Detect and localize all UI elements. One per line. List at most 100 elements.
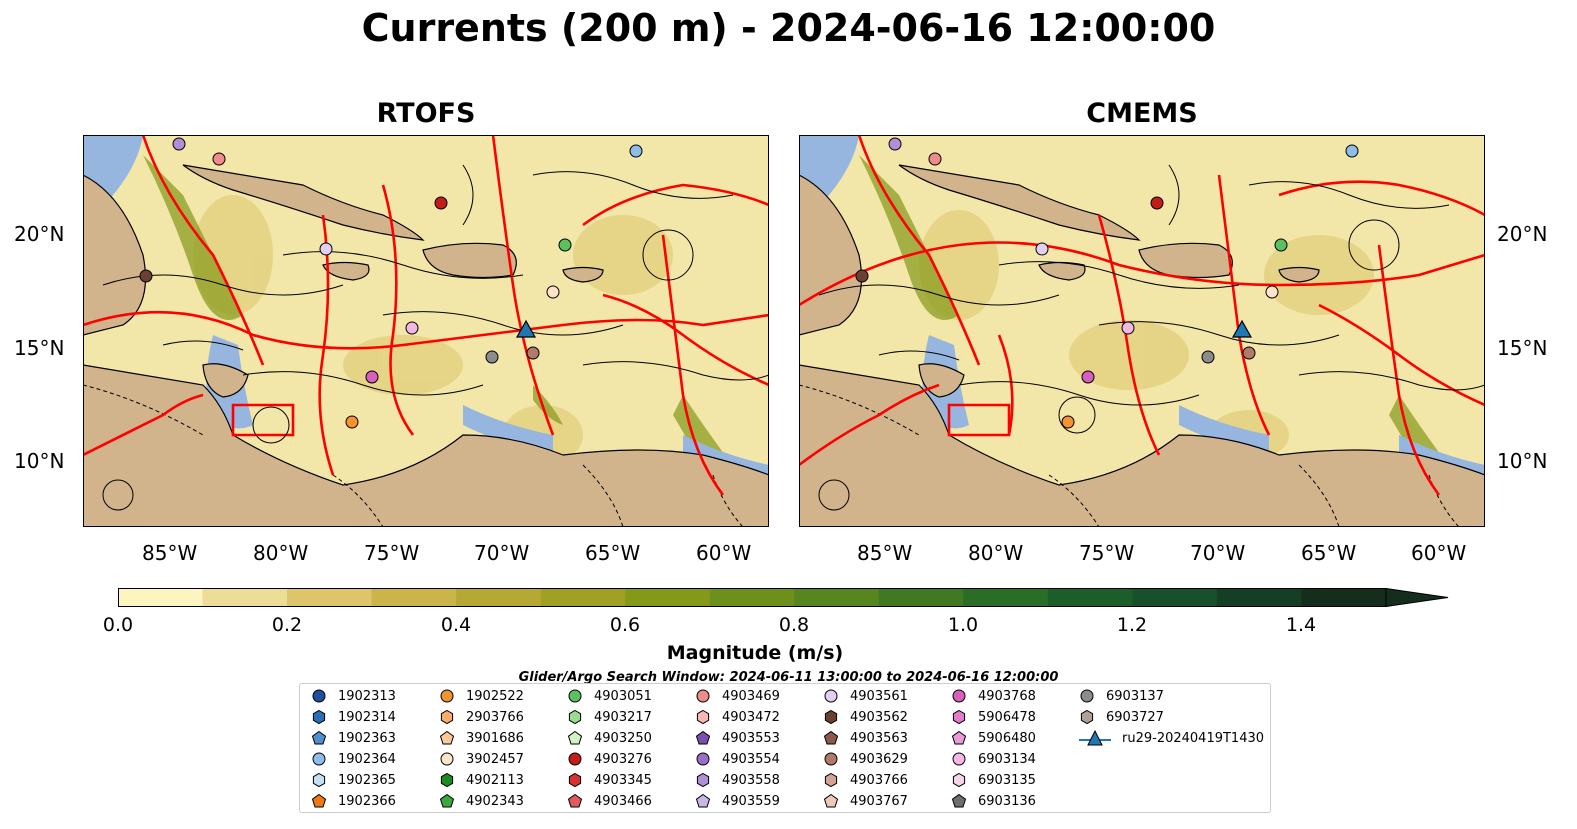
legend-item-label: 6903727 [1106, 709, 1164, 725]
legend-item-label: 4903217 [594, 709, 652, 725]
pentagon-marker-icon [695, 793, 711, 808]
y-tick-10n-right: 10°N [1497, 449, 1548, 473]
legend-item: 1902364 [310, 749, 396, 769]
legend-item-label: 1902365 [338, 772, 396, 788]
hexagon-marker-icon [952, 709, 966, 725]
circle-marker-icon [952, 752, 966, 766]
x-tick-60w-left: 60°W [696, 541, 752, 565]
hexagon-marker-icon [440, 772, 454, 788]
legend-item: 3902457 [438, 749, 524, 769]
cbar-tick-6: 1.2 [1116, 614, 1148, 636]
legend-item: 2903766 [438, 707, 524, 727]
circle-marker-icon [824, 752, 838, 766]
cbar-tick-7: 1.4 [1285, 614, 1317, 636]
legend-item: 4903766 [822, 770, 908, 790]
legend-item-label: 1902314 [338, 709, 396, 725]
hexagon-marker-icon [824, 772, 838, 788]
y-tick-15n-right: 15°N [1497, 336, 1548, 360]
legend-item-label: ru29-20240419T1430 [1122, 730, 1265, 746]
legend-item: 6903136 [950, 791, 1036, 811]
x-tick-75w-right: 75°W [1079, 541, 1135, 565]
legend-item-label: 4903469 [722, 688, 780, 704]
colorbar-cell [1132, 588, 1218, 607]
colorbar-cell [371, 588, 457, 607]
legend-item-label: 4903561 [850, 688, 908, 704]
legend-item-label: 4903276 [594, 751, 652, 767]
legend-item-label: 3901686 [466, 730, 524, 746]
search-window-text: Glider/Argo Search Window: 2024-06-11 13… [518, 670, 1059, 685]
legend-item-label: 4903345 [594, 772, 652, 788]
legend-item: 6903727 [1078, 707, 1164, 727]
legend-item-label: 4903559 [722, 793, 780, 809]
figure-title: Currents (200 m) - 2024-06-16 12:00:00 [361, 6, 1216, 50]
legend-item-label: 4903767 [850, 793, 908, 809]
hexagon-marker-icon [824, 709, 838, 725]
legend-item: 4902113 [438, 770, 524, 790]
legend-item-label: 4903629 [850, 751, 908, 767]
legend-item: 6903134 [950, 749, 1036, 769]
legend-item-label: 4903562 [850, 709, 908, 725]
legend-item-label: 5906478 [978, 709, 1036, 725]
colorbar-cell [540, 588, 626, 607]
legend-item-label: 1902363 [338, 730, 396, 746]
legend-item-label: 4903051 [594, 688, 652, 704]
legend-item-label: 4903554 [722, 751, 780, 767]
hexagon-marker-icon [568, 772, 582, 788]
legend-item-label: 4903472 [722, 709, 780, 725]
cbar-tick-5: 1.0 [947, 614, 979, 636]
colorbar-cell [709, 588, 795, 607]
legend-item: 1902314 [310, 707, 396, 727]
legend-item: 4903629 [822, 749, 908, 769]
legend-item-label: 4902113 [466, 772, 524, 788]
colorbar [118, 588, 1449, 608]
legend-item: 1902313 [310, 686, 396, 706]
x-tick-65w-left: 65°W [585, 541, 641, 565]
hexagon-marker-icon [312, 772, 326, 788]
pentagon-marker-icon [567, 730, 583, 745]
pentagon-marker-icon [311, 793, 327, 808]
colorbar-cell [1216, 588, 1302, 607]
legend-item: 1902366 [310, 791, 396, 811]
circle-marker-icon [312, 689, 326, 703]
pentagon-marker-icon [439, 730, 455, 745]
legend-item: 4903768 [950, 686, 1036, 706]
legend-item: 4903559 [694, 791, 780, 811]
hexagon-marker-icon [312, 709, 326, 725]
pentagon-marker-icon [567, 793, 583, 808]
legend-item-label: 4903553 [722, 730, 780, 746]
legend-item-label: 1902522 [466, 688, 524, 704]
hexagon-marker-icon [952, 772, 966, 788]
colorbar-cell [202, 588, 288, 607]
legend-item: 4903472 [694, 707, 780, 727]
legend-item-label: 4903250 [594, 730, 652, 746]
x-tick-70w-right: 70°W [1190, 541, 1246, 565]
legend-item-label: 6903136 [978, 793, 1036, 809]
legend-item: 4903250 [566, 728, 652, 748]
circle-marker-icon [440, 689, 454, 703]
colorbar-cell [1301, 588, 1387, 607]
circle-marker-icon [1080, 689, 1094, 703]
legend-item-label: 1902366 [338, 793, 396, 809]
colorbar-cell [794, 588, 880, 607]
hexagon-marker-icon [568, 709, 582, 725]
map-cmems [799, 135, 1485, 527]
x-tick-85w-right: 85°W [857, 541, 913, 565]
legend-item: ru29-20240419T1430 [1078, 728, 1264, 748]
legend-item: 1902522 [438, 686, 524, 706]
legend-item: 3901686 [438, 728, 524, 748]
legend-item-label: 6903137 [1106, 688, 1164, 704]
colorbar-cell [1047, 588, 1133, 607]
panel-title-right: CMEMS [1086, 98, 1198, 129]
legend-item-label: 4903563 [850, 730, 908, 746]
hexagon-marker-icon [696, 772, 710, 788]
circle-marker-icon [824, 689, 838, 703]
legend-item-label: 5906480 [978, 730, 1036, 746]
legend-item-label: 4903466 [594, 793, 652, 809]
pentagon-marker-icon [311, 730, 327, 745]
x-tick-70w-left: 70°W [474, 541, 530, 565]
legend-item-label: 2903766 [466, 709, 524, 725]
legend-item-label: 6903135 [978, 772, 1036, 788]
legend-item: 4903554 [694, 749, 780, 769]
cbar-tick-4: 0.8 [778, 614, 810, 636]
legend-item: 4903563 [822, 728, 908, 748]
